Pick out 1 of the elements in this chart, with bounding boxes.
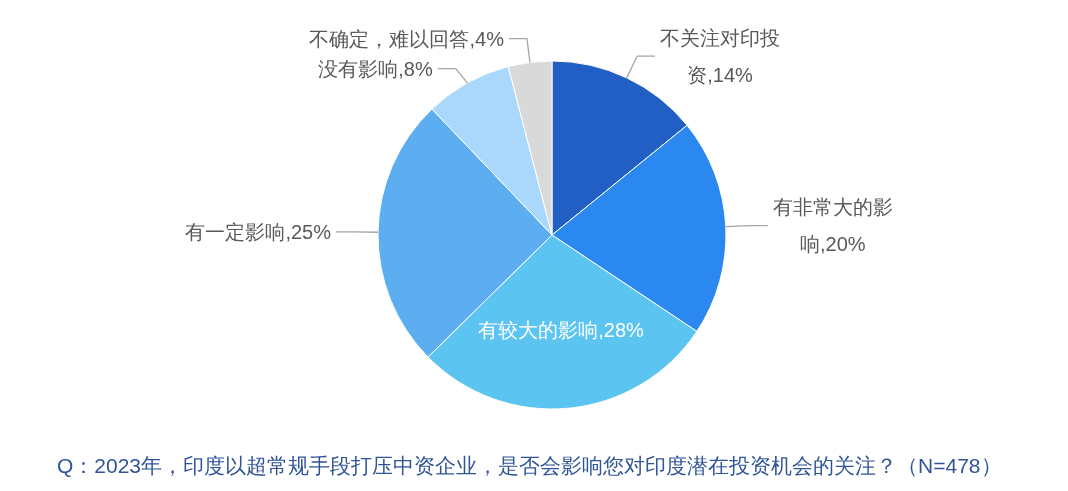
annotation: Q：2023年，印度以超常规手段打压中资企业，是否会影响您对印度潜在投资机会的关注？（N=478） (57, 454, 1002, 477)
